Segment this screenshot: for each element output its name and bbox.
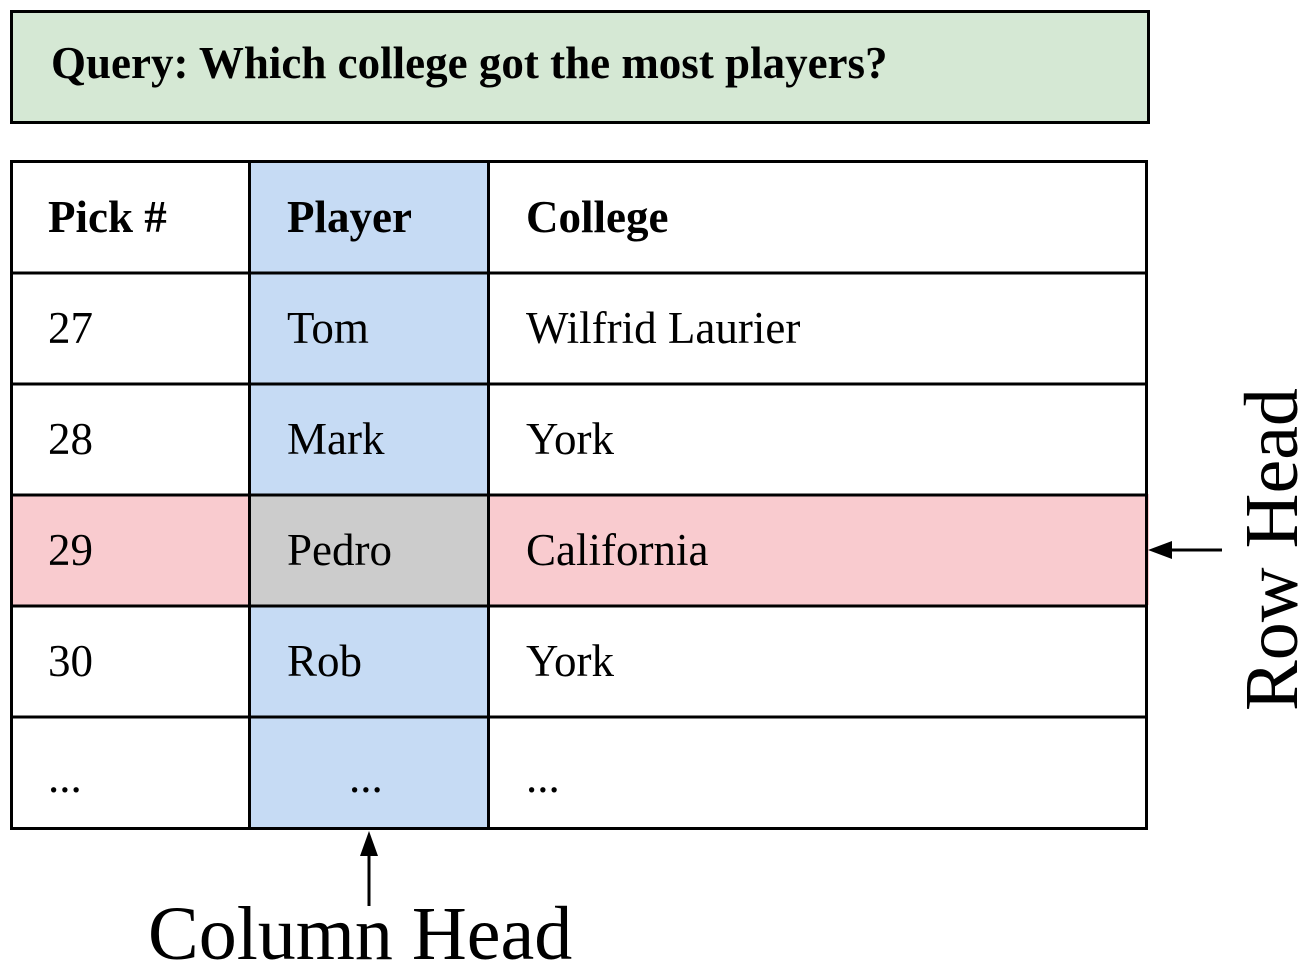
cell-player: Rob: [249, 605, 490, 718]
header-college: College: [488, 160, 1149, 274]
cell-college-ellipsis: ...: [488, 716, 1149, 830]
cell-pick: 30: [10, 605, 251, 718]
cell-player-ellipsis: ...: [249, 716, 490, 830]
cell-college-highlighted: California: [488, 494, 1149, 607]
cell-pick: 28: [10, 383, 251, 496]
cell-pick-ellipsis: ...: [10, 716, 251, 830]
cell-college: York: [488, 383, 1149, 496]
cell-player: Tom: [249, 272, 490, 385]
query-text: Query: Which college got the most player…: [51, 38, 888, 88]
cell-college: Wilfrid Laurier: [488, 272, 1149, 385]
header-pick: Pick #: [10, 160, 251, 274]
column-head-label: Column Head: [148, 892, 573, 976]
cell-player: Mark: [249, 383, 490, 496]
cell-pick-highlighted: 29: [10, 494, 251, 607]
cell-pick: 27: [10, 272, 251, 385]
cell-college: York: [488, 605, 1149, 718]
row-head-label: Row Head: [1230, 388, 1301, 712]
header-player: Player: [249, 160, 490, 274]
query-box: Query: Which college got the most player…: [10, 10, 1150, 124]
cell-player-intersection: Pedro: [249, 494, 490, 607]
